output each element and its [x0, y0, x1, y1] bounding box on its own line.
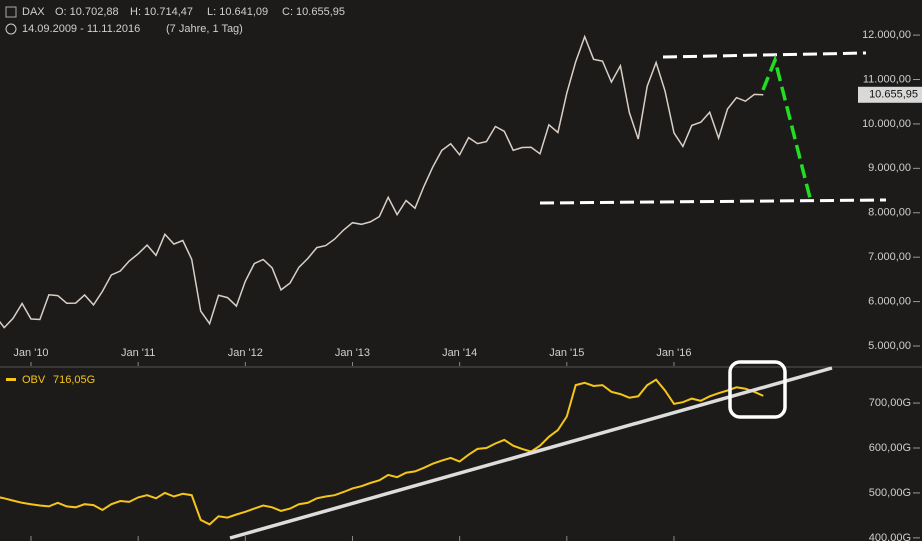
y-tick-label: 7.000,00 [868, 251, 911, 263]
date-range: 14.09.2009 - 11.11.2016 [22, 23, 140, 35]
symbol: DAX [22, 6, 45, 18]
x-tick-label: Jan '13 [335, 347, 370, 359]
open: O: 10.702,88 [55, 6, 119, 18]
y-tick-label: 11.000,00 [863, 73, 911, 85]
low: L: 10.641,09 [207, 6, 268, 18]
annotation [539, 198, 887, 205]
y-tick-label: 600,00G [869, 442, 911, 454]
period: (7 Jahre, 1 Tag) [166, 23, 243, 35]
clock-icon [5, 23, 17, 35]
y-tick-label: 500,00G [869, 487, 911, 499]
y-tick-label: 5.000,00 [868, 340, 911, 352]
high: H: 10.714,47 [130, 6, 193, 18]
x-tick-label: Jan '12 [228, 347, 263, 359]
y-tick-label: 10.000,00 [862, 118, 911, 130]
annotations [229, 51, 887, 540]
x-tick-label: Jan '15 [549, 347, 584, 359]
close: C: 10.655,95 [282, 6, 345, 18]
y-tick-label: 400,00G [869, 532, 911, 541]
legend-value: 716,05G [53, 374, 95, 386]
annotation [229, 366, 833, 540]
annotation [761, 54, 812, 199]
series-line [0, 378, 764, 526]
icon [5, 6, 17, 18]
x-tick-label: Jan '11 [121, 347, 155, 359]
annotation [728, 360, 787, 419]
series-line [0, 34, 764, 329]
x-tick-label: Jan '16 [656, 347, 691, 359]
y-tick-label: 700,00G [869, 397, 911, 409]
annotation [662, 51, 867, 59]
legend-name: OBV [22, 374, 46, 386]
y-tick-label: 8.000,00 [868, 207, 911, 219]
last-price-label: 10.655,95 [869, 89, 918, 101]
y-tick-label: 12.000,00 [862, 29, 911, 41]
y-tick-label: 9.000,00 [868, 162, 911, 174]
last-price-box [858, 86, 922, 103]
x-tick-label: Jan '14 [442, 347, 477, 359]
x-tick-label: Jan '10 [13, 347, 48, 359]
y-tick-label: 6.000,00 [868, 296, 911, 308]
legend-swatch [6, 378, 16, 381]
